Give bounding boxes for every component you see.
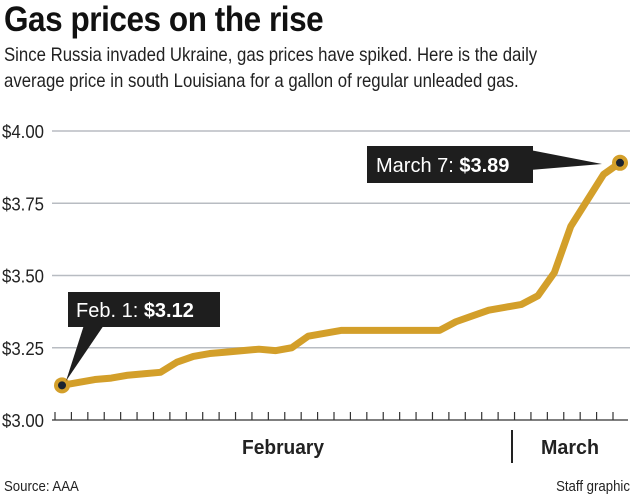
callout-box-feb <box>68 292 220 327</box>
callout-value: $3.12 <box>144 300 194 322</box>
endpoint-dot <box>58 381 66 390</box>
price-line <box>58 159 624 389</box>
callout-value: $3.89 <box>459 155 509 177</box>
subtitle-line-1: Since Russia invaded Ukraine, gas prices… <box>4 44 538 66</box>
callout-text-feb: Feb. 1: $3.12 <box>76 300 194 322</box>
callout-label: Feb. 1: <box>76 300 144 322</box>
callout-text-march: March 7: $3.89 <box>376 155 509 177</box>
y-tick-label: $4.00 <box>2 122 44 142</box>
y-tick-label: $3.75 <box>2 194 44 214</box>
x-tick-label: March <box>541 437 599 459</box>
credit-note: Staff graphic <box>556 478 630 495</box>
callout-pointer <box>530 150 602 170</box>
x-tick-label: February <box>242 437 325 459</box>
y-tick-label: $3.00 <box>2 411 44 431</box>
callout-label: March 7: <box>376 155 459 177</box>
endpoint-dot <box>616 158 624 167</box>
y-tick-label: $3.25 <box>2 339 44 359</box>
subtitle-line-2: average price in south Louisiana for a g… <box>4 70 519 92</box>
y-tick-label: $3.50 <box>2 267 44 287</box>
callout-pointer <box>66 325 104 381</box>
source-note: Source: AAA <box>4 478 79 495</box>
chart-title: Gas prices on the rise <box>4 0 324 39</box>
callout-box-march <box>367 146 533 183</box>
